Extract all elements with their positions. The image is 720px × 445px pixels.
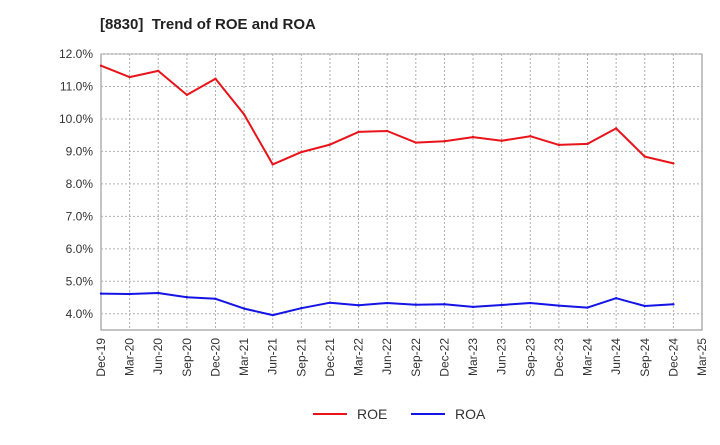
x-tick-label: Jun-22: [380, 338, 394, 375]
x-tick-label: Dec-22: [437, 338, 451, 377]
y-tick-label: 10.0%: [59, 112, 93, 126]
data-point-roe: [414, 141, 418, 144]
x-tick-label: Sep-22: [409, 338, 423, 377]
data-point-roe: [214, 77, 217, 80]
data-point-roe: [500, 139, 503, 142]
data-point-roa: [529, 301, 532, 305]
data-point-roe: [471, 135, 475, 139]
x-tick-label: Jun-21: [266, 338, 280, 375]
data-point-roa: [471, 305, 475, 309]
data-point-roa: [614, 296, 618, 300]
data-point-roe: [385, 129, 389, 133]
x-tick-label: Dec-24: [666, 338, 680, 377]
y-tick-label: 11.0%: [60, 79, 93, 93]
legend-label-roe: ROE: [357, 406, 387, 422]
legend-label-roa: ROA: [455, 406, 486, 422]
y-tick-label: 9.0%: [66, 144, 94, 158]
data-point-roa: [185, 296, 189, 299]
data-point-roe: [128, 75, 131, 79]
data-point-roe: [586, 142, 589, 146]
data-point-roa: [643, 304, 646, 308]
data-point-roa: [500, 303, 503, 307]
data-point-roa: [271, 313, 274, 317]
data-point-roa: [128, 292, 131, 296]
data-point-roa: [300, 307, 303, 310]
data-point-roa: [443, 303, 446, 306]
data-point-roe: [672, 162, 675, 165]
y-tick-label: 4.0%: [66, 307, 94, 321]
data-point-roe: [643, 155, 646, 158]
data-point-roe: [242, 113, 246, 116]
data-point-roa: [385, 301, 389, 305]
data-point-roa: [414, 303, 418, 306]
data-point-roa: [328, 301, 332, 304]
data-point-roa: [242, 307, 246, 310]
data-point-roe: [614, 127, 618, 130]
data-point-roa: [214, 297, 217, 301]
data-point-roe: [357, 130, 360, 134]
x-tick-label: Dec-21: [323, 338, 337, 377]
data-point-roe: [300, 150, 303, 154]
x-tick-label: Sep-21: [294, 338, 308, 377]
x-tick-label: Dec-19: [94, 338, 108, 377]
y-tick-label: 12.0%: [59, 47, 93, 61]
x-tick-label: Mar-24: [581, 338, 595, 376]
x-tick-label: Mar-23: [466, 338, 480, 376]
data-point-roe: [529, 134, 532, 138]
data-point-roe: [443, 140, 446, 143]
chart-title: [8830] Trend of ROE and ROA: [100, 16, 316, 33]
y-tick-label: 8.0%: [66, 177, 94, 191]
data-point-roa: [157, 291, 160, 295]
x-tick-label: Mar-25: [695, 338, 709, 376]
y-tick-label: 6.0%: [66, 242, 94, 256]
x-tick-label: Jun-23: [495, 338, 509, 375]
data-point-roa: [586, 306, 589, 309]
data-point-roe: [328, 143, 332, 146]
x-tick-label: Sep-24: [638, 338, 652, 377]
x-tick-label: Sep-20: [180, 338, 194, 377]
x-tick-label: Mar-22: [352, 338, 366, 376]
data-point-roe: [185, 93, 189, 97]
y-tick-label: 7.0%: [66, 209, 94, 223]
x-tick-label: Jun-20: [151, 338, 165, 375]
x-tick-label: Mar-21: [237, 338, 251, 376]
x-tick-label: Mar-20: [123, 338, 137, 376]
data-point-roe: [271, 163, 274, 166]
plot-frame: [100, 53, 703, 331]
x-tick-label: Dec-20: [208, 338, 222, 377]
data-point-roa: [99, 292, 103, 295]
x-tick-label: Sep-23: [523, 338, 537, 377]
data-point-roa: [557, 304, 561, 307]
x-tick-label: Jun-24: [609, 338, 623, 375]
data-point-roe: [99, 64, 103, 67]
data-point-roe: [557, 143, 561, 147]
x-tick-label: Dec-23: [552, 338, 566, 377]
data-point-roa: [672, 303, 675, 306]
data-point-roa: [357, 304, 360, 307]
y-tick-label: 5.0%: [66, 274, 94, 288]
data-point-roe: [157, 69, 160, 73]
